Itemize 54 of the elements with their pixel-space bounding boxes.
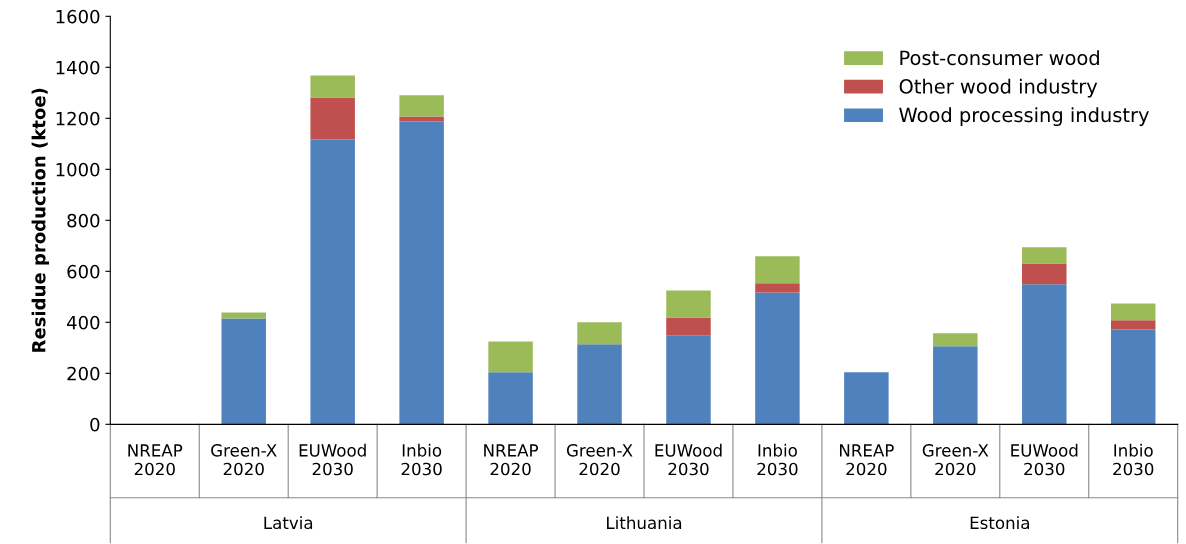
bar [666,290,711,318]
x-tick-label: Green-X 2020 [922,444,989,476]
bar [755,292,800,425]
x-tick-label: EUWood 2030 [1011,443,1078,476]
bar [1022,263,1067,285]
bar [844,372,889,425]
bar [933,346,978,425]
y-tick-label: 1200 [56,111,100,126]
bar [488,341,533,373]
x-tick-label: EUWood 2030 [299,443,366,476]
bar [755,283,800,293]
text: Estonia [970,516,1029,530]
x-tick-label: NREAP 2020 [839,444,894,476]
x-tick-label: Green-X 2020 [211,444,277,476]
y-tick-label: 1000 [56,162,100,177]
bar [666,335,711,425]
bar [221,318,266,425]
bar [1022,247,1067,264]
y-tick-label: 1400 [56,60,100,75]
bar [399,95,444,117]
x-tick-label: Inbio 2030 [401,443,442,476]
text: Latvia [264,516,313,530]
bar [577,344,622,425]
legend-label: Other wood industry [899,78,1098,98]
bar [488,372,533,425]
bar [666,317,711,336]
x-tick-label: NREAP 2020 [484,444,539,476]
bar [221,312,266,319]
bar [577,322,622,345]
bar [310,97,355,140]
x-tick-label: Inbio 2030 [1113,443,1154,476]
y-tick-label: 200 [67,366,100,381]
y-tick-label: 800 [67,213,100,228]
bar [755,256,800,284]
y-tick-label: 400 [67,315,100,330]
bar [399,121,444,425]
x-tick-label: Inbio 2030 [757,443,798,476]
y-axis-title: Residue production (ktoe) [31,88,50,352]
x-tick-label: Green-X 2020 [566,444,633,476]
legend-label: Wood processing industry [899,107,1149,127]
x-tick-label: EUWood 2030 [655,443,722,476]
y-tick-label: 600 [67,264,100,279]
bar [1110,303,1156,321]
bar [1022,284,1067,425]
bar [933,333,978,347]
bar [310,75,355,98]
bar [1110,320,1156,330]
bar [1110,329,1156,425]
y-tick-label: 1600 [56,9,100,24]
text: Lithuania [607,516,682,530]
bar [310,139,355,425]
x-tick-label: NREAP 2020 [128,444,183,476]
legend-label: Post-consumer wood [900,50,1099,66]
y-tick-label: 0 [90,417,100,432]
